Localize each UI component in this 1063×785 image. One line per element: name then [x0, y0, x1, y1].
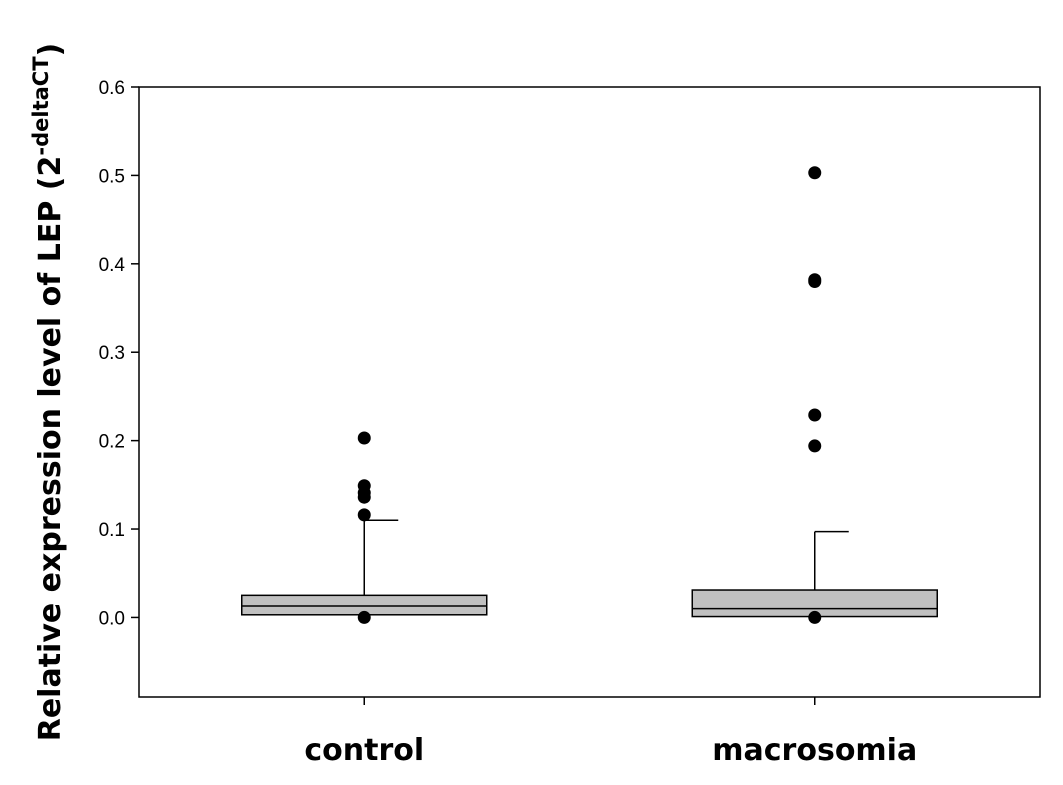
category-label-macrosomia: macrosomia — [712, 733, 917, 768]
y-axis-title: Relative expression level of LEP (2-delt… — [29, 43, 68, 742]
outlier-point — [808, 610, 822, 624]
outlier-point — [357, 479, 371, 493]
y-tick-label: 0.3 — [99, 343, 125, 364]
plot-layer — [241, 166, 938, 624]
y-tick-label: 0.1 — [99, 520, 125, 541]
outlier-point — [808, 439, 822, 453]
y-tick-label: 0.2 — [99, 432, 125, 453]
y-axis-title-superscript: -deltaCT — [29, 56, 53, 156]
outlier-point — [357, 431, 371, 445]
y-tick-label: 0.6 — [99, 78, 125, 99]
y-tick-label: 0.0 — [99, 608, 125, 629]
box-group-control — [241, 431, 488, 624]
outlier-point — [357, 508, 371, 522]
box-group-macrosomia — [691, 166, 938, 624]
plot-frame — [138, 86, 1041, 698]
category-label-control: control — [304, 733, 424, 768]
y-tick-label: 0.4 — [99, 255, 126, 276]
outlier-point — [808, 273, 822, 287]
outlier-point — [808, 166, 822, 180]
outlier-point — [357, 610, 371, 624]
outlier-point — [808, 408, 822, 422]
y-tick-label: 0.5 — [99, 166, 125, 187]
axis-layer: 0.0 0.1 0.2 0.3 0.4 0.5 0.6 control macrosomia — [99, 78, 918, 768]
